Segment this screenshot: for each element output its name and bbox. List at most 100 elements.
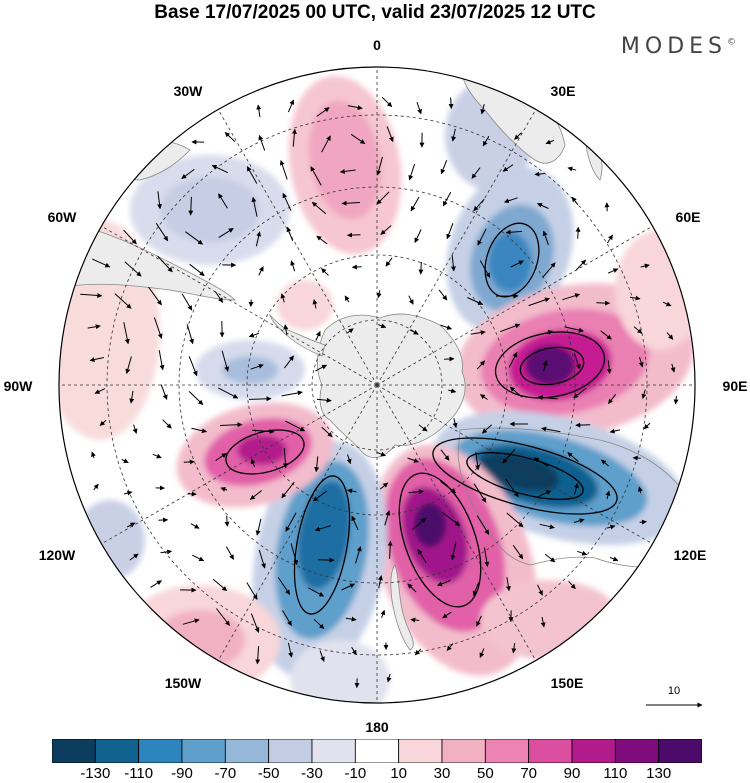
wind-vector-arrow (181, 168, 195, 180)
wind-vector-arrow (316, 235, 328, 245)
wind-vector-arrow (93, 483, 99, 491)
wind-vector-arrow (346, 454, 352, 465)
wind-vector-arrow (440, 449, 450, 461)
wind-vector-arrow (188, 196, 194, 216)
wind-vector-arrow (181, 293, 193, 311)
wind-vector-arrow (123, 322, 130, 345)
colorbar-tick-label: 10 (390, 765, 407, 782)
wind-vector-arrow (152, 453, 162, 459)
wind-vector-arrow (155, 222, 169, 242)
meridian-line (95, 222, 378, 386)
anomaly-blob (237, 435, 287, 465)
wind-vector-arrow (89, 357, 105, 362)
colorbar-tick-label: 50 (476, 765, 494, 782)
wind-vector-arrow (377, 575, 383, 589)
wind-vector-arrow (91, 258, 111, 268)
brand-logo: MODES© (621, 34, 736, 59)
wind-vector-arrow (121, 458, 129, 464)
wind-vector-arrow (470, 330, 486, 336)
wind-vector-arrow (250, 458, 256, 468)
colorbar-labels: -130 -110 -90 -70 -50 -30 -10 10 30 50 70 90 110 130 (52, 765, 702, 783)
wind-vector-arrow (279, 160, 288, 180)
wind-vector-arrow (609, 556, 619, 562)
lon-label-90e: 90E (723, 378, 748, 394)
wind-vector-arrow (248, 396, 272, 402)
wind-vector-arrow (188, 356, 198, 377)
wind-vector-arrow (290, 543, 299, 566)
wind-vector-arrow (160, 384, 168, 400)
wind-vector-arrow (123, 490, 133, 496)
wind-vector-arrow (512, 544, 524, 560)
anomaly-blob (481, 452, 559, 492)
wind-vector-arrow (321, 426, 333, 438)
wind-vector-arrow (568, 580, 576, 590)
wind-vector-arrow (673, 395, 679, 405)
wind-vector-arrow (190, 523, 200, 529)
wind-vector-arrow (418, 261, 424, 275)
meridian-line (376, 222, 659, 386)
wind-vector-arrow (567, 166, 577, 172)
colorbar-tick-label: -70 (214, 765, 237, 782)
lon-label-30e: 30E (551, 83, 576, 99)
wind-vector-arrow (510, 260, 524, 268)
colorbar-tick-label: -30 (301, 765, 323, 782)
brand-mark: © (727, 37, 736, 48)
wind-vector-arrow (505, 577, 511, 592)
wind-vector-arrow (606, 360, 612, 374)
polar-map: 0 30E 60E 90E 120E 150E 180 150W 120W 90… (4, 37, 748, 735)
wind-vector-arrow (224, 132, 236, 142)
streamline-loop (519, 346, 585, 386)
wind-vector-arrow (256, 104, 262, 118)
wind-vector-arrow (542, 262, 556, 278)
wind-vector-arrow (537, 203, 549, 209)
wind-vector-arrow (162, 419, 172, 429)
wind-vector-arrow (608, 394, 616, 404)
wind-vector-arrow (537, 395, 558, 401)
meridian-line (95, 384, 378, 548)
anomaly-blob (488, 232, 532, 292)
wind-vector-arrow (444, 356, 455, 362)
wind-vector-arrow (287, 99, 295, 113)
colorbar-tick-label: -90 (171, 765, 193, 782)
antarctica-landmass (317, 313, 466, 459)
graticule (59, 67, 695, 703)
wind-vector-arrow (387, 540, 393, 559)
anomaly-blob (615, 230, 695, 350)
anomaly-blob (414, 503, 446, 547)
wind-vector-arrow (376, 451, 386, 457)
wind-vector-arrow (186, 324, 194, 345)
wind-vector-arrow (312, 299, 318, 309)
wind-vector-arrow (277, 577, 291, 595)
wind-vector-arrow (500, 323, 521, 333)
wind-vector-arrow (258, 549, 266, 569)
wind-vector-arrow (440, 160, 448, 175)
wind-vector-arrow (185, 231, 204, 245)
wind-vector-arrow (410, 617, 420, 623)
wind-vector-arrow (542, 230, 549, 246)
colorbar-swatch (658, 739, 702, 763)
wind-vector-arrow (448, 388, 457, 394)
wind-vector-arrow (248, 332, 259, 338)
wind-vector-arrow (221, 350, 230, 372)
anomaly-blob (525, 345, 575, 385)
wind-vector-arrow (158, 350, 165, 371)
wind-vector-arrow (641, 389, 647, 399)
chart-title: Base 17/07/2025 00 UTC, valid 23/07/2025… (154, 2, 596, 23)
wind-vector-arrow (376, 290, 382, 299)
reference-vector-label: 10 (668, 685, 680, 697)
wind-vector-arrow (448, 97, 454, 109)
lon-label-60e: 60E (676, 209, 701, 225)
wind-vector-arrow (376, 191, 390, 205)
wind-vector-arrow (506, 512, 524, 528)
wind-vector-arrow (126, 522, 136, 528)
wind-vector-arrow (283, 324, 289, 336)
wind-vector-arrow (310, 166, 322, 186)
wind-vector-arrow (638, 356, 644, 368)
wind-vector-arrow (467, 297, 484, 305)
lon-label-120e: 120E (674, 547, 707, 563)
wind-vector-arrow (537, 584, 543, 596)
colorbar-swatch (268, 739, 313, 763)
wind-vector-arrow (380, 225, 392, 235)
wind-vector-arrow (157, 191, 163, 210)
wind-vector-arrow (157, 255, 173, 273)
